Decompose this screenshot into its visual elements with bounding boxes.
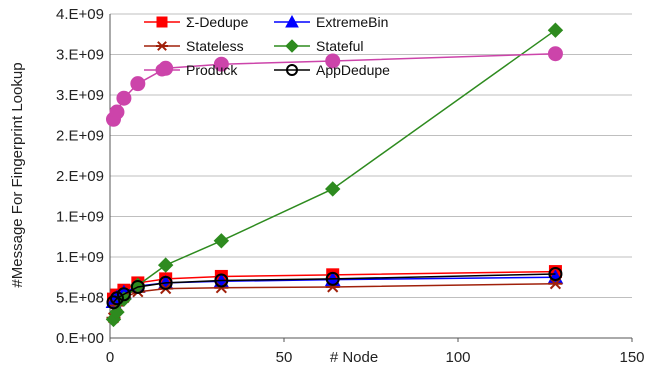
data-point — [106, 295, 121, 310]
legend-marker — [285, 14, 299, 28]
legend-marker — [155, 63, 169, 77]
y-tick-label: 4.E+09 — [56, 6, 104, 23]
legend: Σ-Dedupe ExtremeBin Stateless Stateful Produ… — [144, 14, 390, 78]
legend-item: Stateful — [274, 38, 363, 54]
legend-label: Produck — [186, 62, 238, 78]
y-tick-labels: 0.E+00 5.E+08 1.E+09 1.E+09 2.E+09 2.E+09 3.E+… — [56, 6, 104, 347]
legend-marker — [156, 41, 168, 51]
data-point — [547, 46, 563, 62]
x-tick-label: 0 — [106, 349, 114, 366]
data-point — [213, 56, 229, 72]
x-axis-label: # Node — [330, 349, 378, 366]
legend-marker — [285, 39, 299, 53]
data-point — [116, 90, 132, 106]
y-tick-label: 1.E+09 — [56, 209, 104, 226]
legend-label: Stateful — [316, 38, 363, 54]
x-tick-labels: 0 50 100 150 — [106, 349, 645, 366]
data-point — [548, 278, 563, 290]
data-point — [213, 233, 230, 249]
data-point — [130, 279, 145, 294]
legend-item: Σ-Dedupe — [144, 14, 249, 30]
data-point — [158, 275, 173, 290]
legend-label: Σ-Dedupe — [186, 14, 249, 30]
legend-item: ExtremeBin — [274, 14, 388, 30]
data-point — [157, 257, 174, 273]
y-tick-label: 2.E+09 — [56, 168, 104, 185]
legend-label: ExtremeBin — [316, 14, 388, 30]
y-tick-label: 3.E+09 — [56, 47, 104, 64]
axes — [109, 14, 633, 342]
series-produck — [105, 46, 563, 127]
y-axis-label: #Message For Fingerprint Lookup — [9, 62, 26, 287]
data-point — [548, 267, 563, 282]
y-tick-label: 5.E+08 — [56, 290, 104, 307]
data-point — [547, 22, 564, 38]
y-tick-label: 0.E+00 — [56, 330, 104, 347]
legend-label: AppDedupe — [316, 62, 390, 78]
data-point — [325, 181, 341, 197]
data-point — [214, 273, 229, 288]
legend-item: Produck — [144, 62, 238, 78]
legend-marker — [156, 16, 168, 28]
legend-label: Stateless — [186, 38, 244, 54]
data-point — [325, 53, 341, 69]
legend-item: AppDedupe — [274, 62, 390, 78]
data-point — [109, 104, 125, 120]
series-appdedupe — [106, 267, 563, 310]
y-tick-label: 3.E+09 — [56, 87, 104, 104]
data-point — [116, 287, 131, 302]
x-tick-label: 100 — [445, 349, 470, 366]
x-tick-label: 150 — [619, 349, 644, 366]
y-tick-label: 1.E+09 — [56, 249, 104, 266]
legend-item: Stateless — [144, 38, 244, 54]
data-point — [130, 76, 146, 92]
data-point — [325, 271, 340, 286]
y-tick-label: 2.E+09 — [56, 128, 104, 145]
legend-marker — [286, 64, 298, 76]
x-tick-label: 50 — [276, 349, 293, 366]
grid-lines — [110, 13, 632, 339]
data-point — [109, 291, 124, 306]
